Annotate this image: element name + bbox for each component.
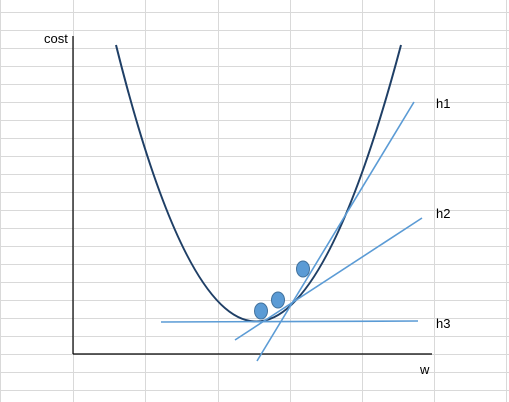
y-axis-label: cost (44, 31, 68, 46)
tangent-line-h3 (160, 320, 419, 323)
point-on-curve (296, 260, 310, 278)
point-on-curve (254, 302, 268, 320)
line-label-h2: h2 (436, 206, 450, 221)
tangent-line-h1 (256, 101, 415, 362)
x-axis-label: w (419, 362, 430, 377)
line-label-h3: h3 (436, 316, 450, 331)
line-label-h1: h1 (436, 96, 450, 111)
tangent-line-h2 (234, 217, 423, 341)
point-on-curve (271, 291, 285, 309)
cost-curve (115, 44, 402, 323)
